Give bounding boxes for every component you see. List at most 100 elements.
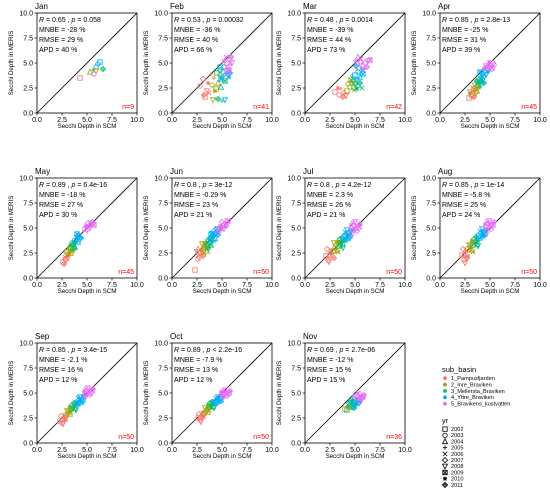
legend-shape-label: 2007	[451, 458, 463, 464]
y-tick-label: 2.5	[23, 415, 33, 422]
data-point	[224, 60, 230, 66]
y-tick-label: 5.0	[291, 225, 301, 232]
data-point	[218, 76, 224, 82]
data-point	[351, 219, 359, 226]
data-point	[349, 73, 355, 79]
legend-color-swatch	[443, 382, 447, 387]
stat-p-symbol: p	[71, 347, 76, 354]
x-tick-label: 2.5	[460, 117, 470, 124]
data-point	[83, 226, 91, 234]
stat-r-symbol: R	[174, 182, 179, 189]
x-tick-label: 10.0	[265, 282, 279, 289]
x-tick-label: 7.5	[510, 282, 520, 289]
sample-count: n=50	[253, 434, 269, 441]
sample-count: n=50	[521, 269, 537, 276]
legend-shape-label: 2008	[451, 464, 463, 470]
data-point	[351, 87, 357, 93]
data-point	[460, 250, 468, 257]
legend-shape-entry: 2009	[442, 469, 463, 476]
data-point	[479, 229, 485, 235]
stat-p-value: = 6.4e-16	[75, 182, 107, 189]
y-tick-label: 5.0	[291, 60, 301, 67]
stat-mnbe: MNBE = -2.1 %	[39, 357, 87, 364]
stat-r-value: = 0.89 ,	[44, 182, 71, 189]
data-point	[344, 231, 350, 237]
y-axis-label: Secchi Depth in MERIS	[276, 361, 283, 426]
x-tick-label: 5.0	[82, 447, 92, 454]
data-point	[323, 253, 329, 259]
y-tick-label: 7.5	[426, 35, 436, 42]
stat-p-value: = 2.7e-06	[343, 347, 375, 354]
data-point	[336, 92, 342, 98]
x-tick-label: 10.0	[533, 282, 547, 289]
legend-color-swatch	[443, 395, 447, 400]
data-point	[217, 83, 225, 90]
y-tick-label: 5.0	[426, 225, 436, 232]
x-tick-label: 2.5	[57, 117, 67, 124]
stat-mnbe: MNBE = -7.9 %	[174, 357, 222, 364]
stat-r-p: R = 0.85 , p = 1e-14	[442, 182, 504, 189]
data-point	[339, 245, 347, 252]
data-point	[69, 247, 75, 253]
data-point	[209, 82, 215, 88]
y-axis-label: Secchi Depth in MERIS	[276, 31, 283, 96]
data-point	[345, 403, 351, 409]
y-axis-label: Secchi Depth in MERIS	[8, 31, 15, 96]
x-tick-label: 0.0	[167, 117, 177, 124]
legend-shape-label: 2004	[451, 439, 463, 445]
y-tick-label: 7.5	[291, 200, 301, 207]
data-point	[192, 267, 198, 273]
x-tick-label: 10.0	[265, 447, 279, 454]
data-point	[357, 395, 365, 403]
y-tick-label: 2.5	[23, 85, 33, 92]
data-point	[223, 69, 231, 77]
data-point	[356, 73, 364, 80]
stat-p-symbol: p	[71, 17, 76, 24]
x-axis-label: Secchi Depth in SCM	[326, 288, 385, 295]
panel-title: Jan	[35, 2, 48, 11]
data-point	[213, 400, 219, 406]
data-point	[489, 65, 495, 71]
data-point	[212, 88, 218, 94]
y-tick-label: 0.0	[426, 110, 436, 117]
data-point	[208, 231, 214, 237]
x-tick-label: 0.0	[300, 282, 310, 289]
stat-apd: APD = 40 %	[39, 47, 77, 54]
data-point	[227, 53, 235, 61]
legend-shape-entry: 2002	[442, 426, 463, 433]
legend-color-label: 5_Bravikens_kustvatten	[451, 402, 510, 408]
data-point	[81, 388, 87, 394]
sample-count: n=45	[118, 269, 134, 276]
data-point	[470, 249, 476, 255]
legend-shape-swatch	[442, 451, 448, 457]
stat-p-value: < 2.2e-16	[210, 347, 242, 354]
data-point	[226, 387, 234, 395]
stat-r-value: = 0.8 ,	[312, 182, 336, 189]
stat-r-value: = 0.53 ,	[179, 17, 206, 24]
data-point	[67, 242, 73, 248]
data-point	[335, 249, 341, 255]
data-point	[330, 254, 338, 262]
x-tick-label: 0.0	[167, 282, 177, 289]
x-axis-label: Secchi Depth in SCM	[58, 453, 117, 460]
data-point	[67, 404, 73, 410]
stat-r-p: R = 0.8 , p = 4.2e-12	[307, 182, 371, 189]
legend-shape-label: 2002	[451, 427, 463, 433]
stat-mnbe: MNBE = -18 %	[39, 192, 86, 199]
stat-r-value: = 0.8 ,	[179, 182, 203, 189]
data-point	[329, 251, 335, 257]
y-tick-label: 2.5	[158, 85, 168, 92]
data-point	[218, 389, 224, 395]
stat-rmse: RMSE = 26 %	[307, 202, 351, 209]
x-tick-label: 10.0	[130, 282, 144, 289]
data-point	[332, 89, 338, 95]
stat-r-symbol: R	[307, 17, 312, 24]
data-point	[484, 229, 490, 235]
stat-r-symbol: R	[174, 17, 179, 24]
data-point	[221, 97, 229, 104]
stat-r-value: = 0.89 ,	[179, 347, 206, 354]
stat-p-value: = 4.2e-12	[340, 182, 372, 189]
y-tick-label: 10.0	[422, 10, 436, 17]
data-point	[482, 72, 490, 79]
stat-rmse: RMSE = 25 %	[442, 202, 486, 209]
